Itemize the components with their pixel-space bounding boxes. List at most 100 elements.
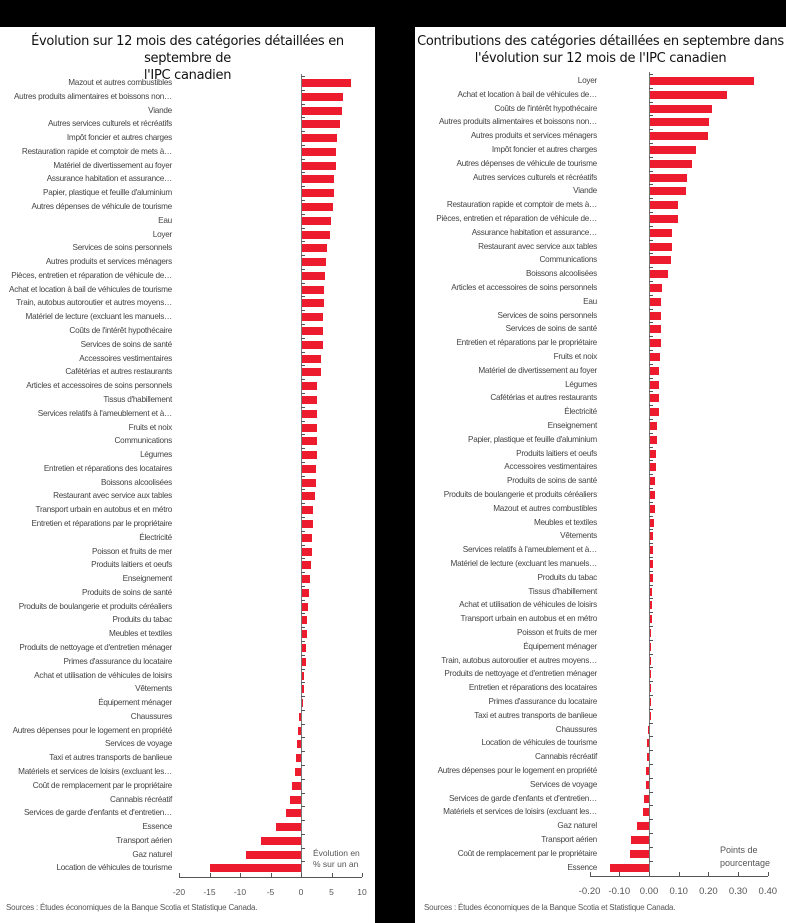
right-y-tick [649, 791, 653, 793]
left-y-tick [301, 723, 305, 725]
right-category-label: Impôt foncier et autres charges [491, 145, 597, 154]
left-category-label: Taxi et autres transports de banlieue [49, 753, 172, 763]
left-y-tick [301, 640, 305, 642]
right-y-tick [649, 294, 653, 296]
right-bar [643, 794, 649, 803]
left-category-label: Équipement ménager [98, 698, 172, 708]
right-category-label: Matériel de divertissement au foyer [478, 365, 597, 375]
right-bar [650, 670, 651, 679]
left-x-axis [179, 877, 362, 879]
right-x-tick [619, 872, 621, 877]
left-bar [302, 354, 321, 363]
left-category-label: Train, autobus autoroutier et autres moy… [16, 298, 172, 308]
left-bar [302, 451, 317, 460]
left-category-label: Restauration rapide et comptoir de mets … [21, 146, 172, 156]
right-bar [650, 422, 658, 430]
left-bar [302, 423, 317, 432]
left-y-tick [301, 613, 305, 615]
left-bar [302, 478, 317, 487]
left-y-tick [301, 544, 305, 546]
right-unit-line2: pourcentage [720, 858, 771, 868]
right-bar [650, 297, 662, 306]
right-category-label: Taxi et autres transports de banlieue [474, 710, 597, 720]
left-y-tick [301, 778, 305, 780]
left-y-tick [301, 186, 305, 188]
left-bar [302, 437, 317, 446]
left-bar [302, 79, 351, 87]
right-y-tick [649, 708, 653, 710]
right-y-tick [649, 846, 653, 848]
right-category-label: Pièces, entretien et réparation de véhic… [436, 214, 597, 223]
right-category-label: Articles et accessoires de soins personn… [451, 283, 597, 292]
right-x-tick-label: 0.30 [728, 886, 748, 898]
right-bar [650, 587, 653, 596]
left-category-label: Entretien et réparations des locataires [43, 463, 172, 473]
right-title-line1: Contributions des catégories détaillées … [417, 34, 784, 49]
right-y-axis [649, 72, 650, 875]
right-bar [646, 780, 649, 789]
right-y-tick [649, 570, 653, 572]
right-x-tick [708, 872, 710, 877]
left-y-tick [301, 530, 305, 532]
left-y-tick [301, 282, 305, 284]
right-category-label: Gaz naturel [557, 821, 597, 831]
left-category-label: Produits laitiers et oeufs [91, 560, 172, 570]
right-y-tick [649, 501, 653, 503]
right-category-label: Chaussures [555, 724, 597, 734]
right-category-label: Coûts de l'intérêt hypothécaire [494, 103, 597, 113]
left-category-label: Vêtements [135, 684, 172, 694]
left-y-axis [301, 74, 302, 876]
right-category-label: Restaurant avec service aux tables [478, 241, 597, 251]
left-bar [302, 519, 313, 528]
right-bar [650, 90, 728, 99]
right-category-label: Tissus d'habillement [528, 586, 597, 596]
right-y-tick [649, 336, 653, 338]
right-category-label: Services de garde d'enfants et d'entreti… [448, 793, 597, 803]
left-y-tick [301, 255, 305, 257]
left-category-label: Boissons alcoolisées [100, 477, 172, 487]
right-y-tick [649, 488, 653, 489]
right-bar [629, 849, 649, 858]
right-y-tick [649, 736, 653, 738]
right-bar [650, 159, 692, 168]
right-category-label: Légumes [565, 379, 597, 389]
left-x-tick [362, 873, 363, 878]
right-category-label: Produits de nettoyage et d'entretien mén… [444, 669, 597, 679]
right-y-tick [649, 777, 653, 779]
right-bar [646, 767, 649, 775]
right-bar [650, 201, 679, 210]
left-x-tick-label: 5 [329, 887, 334, 898]
right-bar [650, 477, 656, 486]
right-category-label: Produits laitiers et oeufs [516, 448, 597, 458]
right-bar [646, 739, 649, 748]
right-category-label: Primes d'assurance du locataire [488, 697, 598, 706]
right-y-tick [649, 156, 653, 158]
left-y-tick [301, 324, 305, 326]
left-unit-line2: % sur un an [313, 859, 359, 869]
left-category-label: Papier, plastique et feuille d'aluminium [42, 188, 172, 198]
right-category-label: Assurance habitation et assurance… [471, 227, 598, 237]
right-y-tick [649, 860, 653, 862]
left-category-label: Chaussures [130, 711, 172, 721]
right-bar [650, 77, 754, 85]
left-y-tick [301, 806, 305, 808]
left-category-label: Autres services culturels et récréatifs [47, 119, 172, 129]
left-bar [302, 230, 331, 239]
left-category-label: Services relatifs à l'ameublement et à… [37, 408, 173, 418]
left-bar [302, 464, 317, 473]
left-bar [246, 850, 301, 859]
right-category-label: Loyer [577, 76, 597, 85]
right-bar [650, 325, 661, 334]
left-category-label: Articles et accessoires de soins personn… [26, 381, 172, 391]
right-category-label: Vêtements [560, 531, 597, 541]
left-chart-panel: Évolution sur 12 mois des catégories dét… [0, 27, 375, 923]
right-bar [648, 725, 649, 734]
right-y-tick [649, 446, 653, 448]
left-category-label: Services de soins personnels [72, 243, 173, 253]
left-bar [302, 106, 342, 115]
right-y-tick [649, 239, 653, 241]
left-bar [302, 175, 334, 184]
left-bar [302, 588, 310, 597]
right-category-label: Matériels et services de loisirs (exclua… [443, 807, 597, 817]
right-category-label: Communications [539, 255, 598, 265]
